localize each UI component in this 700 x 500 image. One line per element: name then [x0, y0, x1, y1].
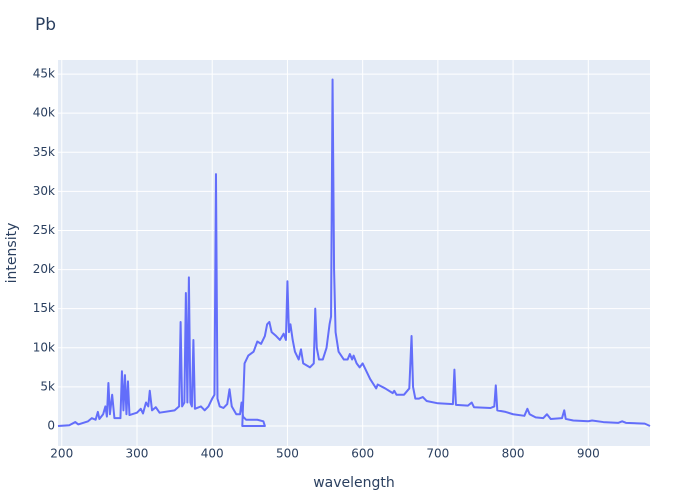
x-tick-label: 600 — [351, 447, 374, 461]
y-axis-title: intensity — [4, 223, 20, 284]
y-tick-label: 40k — [33, 106, 55, 120]
y-tick-label: 30k — [33, 184, 55, 198]
x-tick-label: 900 — [577, 447, 600, 461]
y-tick-label: 45k — [33, 67, 55, 81]
y-tick-label: 35k — [33, 145, 55, 159]
y-tick-label: 20k — [33, 262, 55, 276]
x-tick-label: 500 — [276, 447, 299, 461]
x-tick-label: 300 — [126, 447, 149, 461]
x-tick-label: 800 — [502, 447, 525, 461]
y-tick-label: 10k — [33, 340, 55, 354]
y-tick-label: 0 — [47, 418, 55, 432]
plot-area — [58, 60, 650, 446]
y-tick-label: 5k — [40, 379, 55, 393]
x-tick-label: 200 — [50, 447, 73, 461]
spectrum-line — [57, 78, 651, 427]
x-tick-label: 400 — [201, 447, 224, 461]
chart-title: Pb — [35, 15, 56, 35]
x-tick-label: 700 — [426, 447, 449, 461]
y-tick-label: 25k — [33, 223, 55, 237]
x-axis-title: wavelength — [313, 475, 395, 491]
y-tick-label: 15k — [33, 301, 55, 315]
